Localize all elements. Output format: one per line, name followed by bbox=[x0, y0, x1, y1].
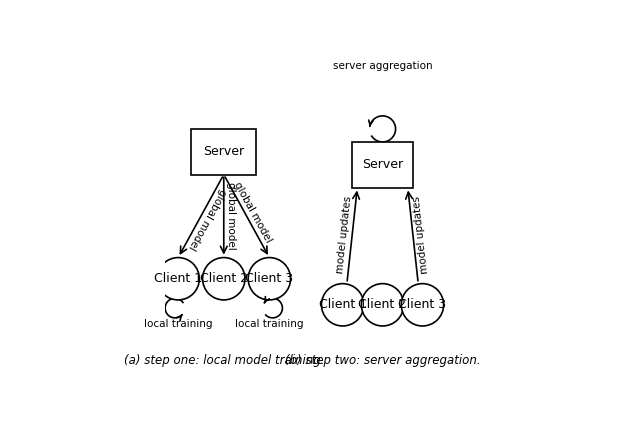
Circle shape bbox=[362, 284, 404, 326]
Text: Server: Server bbox=[362, 158, 403, 171]
Circle shape bbox=[401, 284, 444, 326]
Circle shape bbox=[203, 258, 245, 300]
Text: local training: local training bbox=[144, 319, 212, 330]
Bar bbox=[191, 129, 257, 175]
Text: Client 2: Client 2 bbox=[200, 272, 248, 285]
Circle shape bbox=[157, 258, 199, 300]
Text: Client 2: Client 2 bbox=[358, 298, 406, 311]
Text: model updates: model updates bbox=[412, 195, 430, 274]
Circle shape bbox=[248, 258, 291, 300]
Text: Client 1: Client 1 bbox=[154, 272, 202, 285]
Bar bbox=[353, 142, 413, 187]
Circle shape bbox=[321, 284, 364, 326]
Text: global model: global model bbox=[232, 181, 273, 245]
Text: model updates: model updates bbox=[335, 195, 353, 274]
Text: Client 3: Client 3 bbox=[398, 298, 447, 311]
Text: Client 3: Client 3 bbox=[245, 272, 293, 285]
Text: global model: global model bbox=[187, 187, 228, 252]
Text: global model: global model bbox=[226, 182, 236, 250]
Text: (a) step one: local model training.: (a) step one: local model training. bbox=[124, 354, 324, 367]
Text: (b) step two: server aggregation.: (b) step two: server aggregation. bbox=[285, 354, 481, 367]
Text: Client 1: Client 1 bbox=[319, 298, 367, 311]
Text: server aggregation: server aggregation bbox=[333, 60, 433, 71]
Text: Server: Server bbox=[204, 145, 244, 158]
Text: local training: local training bbox=[235, 319, 303, 330]
